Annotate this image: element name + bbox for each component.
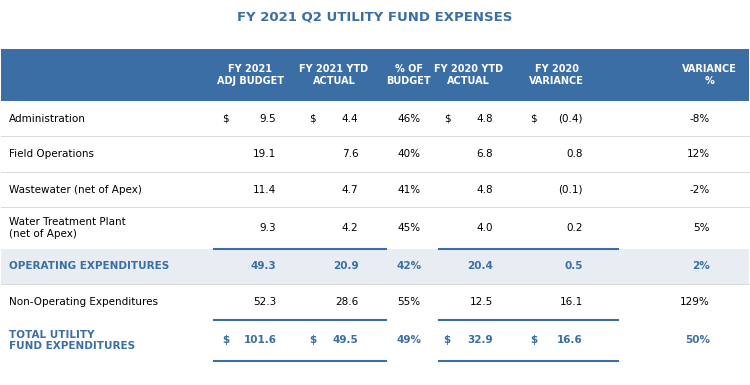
Bar [2, 49, 748, 101]
Text: 11.4: 11.4 [253, 185, 276, 195]
Text: 9.3: 9.3 [260, 223, 276, 233]
Text: -2%: -2% [689, 185, 709, 195]
Text: 12.5: 12.5 [470, 297, 493, 307]
Text: VARIANCE
%: VARIANCE % [682, 64, 737, 86]
Text: % OF
BUDGET: % OF BUDGET [386, 64, 431, 86]
Text: $: $ [309, 114, 316, 124]
Text: 101.6: 101.6 [243, 335, 276, 345]
Text: 5%: 5% [693, 223, 709, 233]
Text: Non-Operating Expenditures: Non-Operating Expenditures [9, 297, 158, 307]
Text: FY 2020 YTD
ACTUAL: FY 2020 YTD ACTUAL [433, 64, 503, 86]
Text: 50%: 50% [685, 335, 709, 345]
Text: $: $ [222, 114, 229, 124]
Text: 7.6: 7.6 [342, 149, 358, 159]
Text: 2%: 2% [692, 261, 709, 271]
Text: $: $ [309, 335, 316, 345]
Text: $: $ [444, 114, 450, 124]
Text: 4.0: 4.0 [476, 223, 493, 233]
Text: 6.8: 6.8 [476, 149, 493, 159]
Text: 55%: 55% [397, 297, 420, 307]
Text: 49.3: 49.3 [251, 261, 276, 271]
Text: 16.1: 16.1 [560, 297, 583, 307]
Text: $: $ [530, 335, 538, 345]
Text: 4.4: 4.4 [342, 114, 358, 124]
Text: Administration: Administration [9, 114, 86, 124]
Text: 4.8: 4.8 [476, 114, 493, 124]
Text: (0.1): (0.1) [558, 185, 583, 195]
Text: OPERATING EXPENDITURES: OPERATING EXPENDITURES [9, 261, 169, 271]
Text: $: $ [530, 114, 537, 124]
Text: 0.2: 0.2 [566, 223, 583, 233]
Text: 129%: 129% [680, 297, 710, 307]
Text: Water Treatment Plant
(net of Apex): Water Treatment Plant (net of Apex) [9, 217, 125, 239]
Text: 52.3: 52.3 [253, 297, 276, 307]
Text: Field Operations: Field Operations [9, 149, 94, 159]
Text: -8%: -8% [689, 114, 709, 124]
Text: FY 2020
VARIANCE: FY 2020 VARIANCE [530, 64, 584, 86]
Text: FY 2021 YTD
ACTUAL: FY 2021 YTD ACTUAL [299, 64, 368, 86]
Bar [2, 249, 748, 284]
Text: 42%: 42% [396, 261, 422, 271]
Text: TOTAL UTILITY
FUND EXPENDITURES: TOTAL UTILITY FUND EXPENDITURES [9, 330, 135, 351]
Text: 0.5: 0.5 [564, 261, 583, 271]
Text: 45%: 45% [397, 223, 420, 233]
Text: 20.9: 20.9 [333, 261, 358, 271]
Text: 20.4: 20.4 [467, 261, 493, 271]
Text: 41%: 41% [397, 185, 420, 195]
Text: 28.6: 28.6 [335, 297, 358, 307]
Text: 49.5: 49.5 [333, 335, 358, 345]
Text: 19.1: 19.1 [253, 149, 276, 159]
Text: 40%: 40% [398, 149, 420, 159]
Text: Wastewater (net of Apex): Wastewater (net of Apex) [9, 185, 142, 195]
Text: 49%: 49% [396, 335, 422, 345]
Text: 9.5: 9.5 [260, 114, 276, 124]
Text: 4.2: 4.2 [342, 223, 358, 233]
Text: 46%: 46% [397, 114, 420, 124]
Text: 4.7: 4.7 [342, 185, 358, 195]
Text: $: $ [222, 335, 229, 345]
Text: 0.8: 0.8 [566, 149, 583, 159]
Text: 16.6: 16.6 [557, 335, 583, 345]
Text: FY 2021
ADJ BUDGET: FY 2021 ADJ BUDGET [217, 64, 284, 86]
Text: 4.8: 4.8 [476, 185, 493, 195]
Text: (0.4): (0.4) [558, 114, 583, 124]
Text: 12%: 12% [687, 149, 709, 159]
Text: FY 2021 Q2 UTILITY FUND EXPENSES: FY 2021 Q2 UTILITY FUND EXPENSES [237, 11, 513, 24]
Text: $: $ [444, 335, 451, 345]
Text: 32.9: 32.9 [467, 335, 493, 345]
